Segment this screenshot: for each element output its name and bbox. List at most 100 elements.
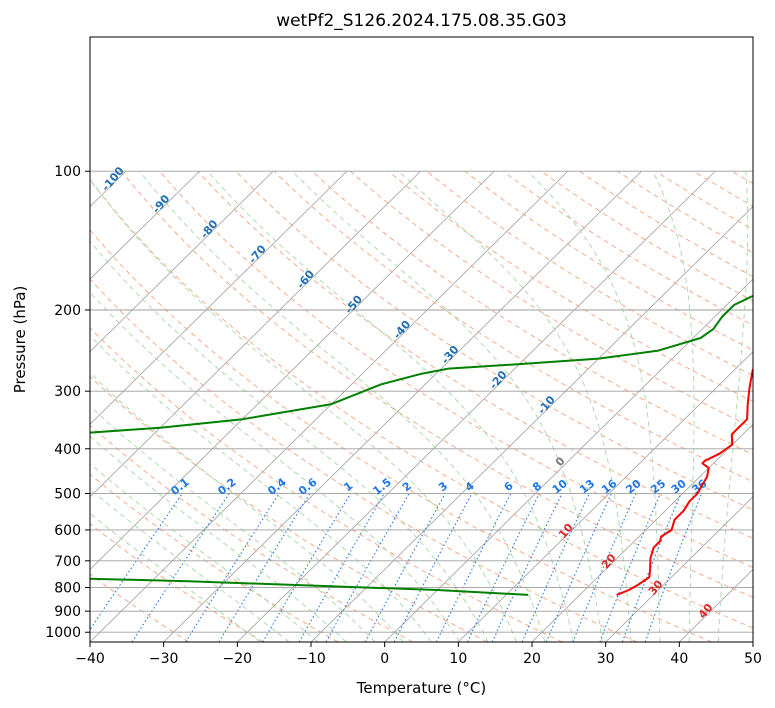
isotherm-line <box>90 170 274 353</box>
dry-adiabat-line <box>90 179 753 629</box>
y-tick-label: 100 <box>54 164 81 180</box>
isotherm-line <box>90 170 348 425</box>
y-tick-label: 600 <box>54 523 81 539</box>
isotherm-line <box>90 170 200 280</box>
isotherm-line <box>0 171 52 642</box>
isotherm-line <box>90 170 127 208</box>
pressure-gridlines <box>90 170 753 633</box>
dry-adiabat-label: -80 <box>198 217 221 241</box>
y-tick-label: 400 <box>54 442 81 458</box>
moist-adiabat-line <box>90 178 517 642</box>
dry-adiabat-label: -100 <box>99 164 127 194</box>
mixing-ratio-label: 1.5 <box>370 476 393 498</box>
dry-adiabat-label: 10 <box>556 521 576 541</box>
dry-adiabat-label: -90 <box>150 192 173 216</box>
moist-adiabat-line <box>90 463 319 642</box>
x-tick-label: −20 <box>223 651 253 667</box>
moist-adiabat-line <box>90 435 347 642</box>
x-axis-label: Temperature (°C) <box>356 679 486 697</box>
dry-adiabat-line <box>90 327 563 642</box>
dry-adiabat-line <box>770 171 775 642</box>
dry-adiabat-line <box>197 170 753 539</box>
moist-adiabat-line <box>90 240 489 642</box>
y-tick-label: 800 <box>54 581 81 597</box>
y-tick-label: 200 <box>54 303 81 319</box>
background-line-labels: 0.1 0.2 0.4 0.6 1 1.5 2 3 4 6 8 10 13 16 20 25 30 36-100-… <box>99 164 716 621</box>
temperature-profile-line <box>616 367 753 596</box>
dry-adiabat-line <box>273 170 753 483</box>
x-tick-label: 50 <box>744 651 762 667</box>
dry-adiabat-label: 30 <box>646 577 666 597</box>
sounding-profiles <box>90 294 753 596</box>
mixing-ratio-line <box>644 493 703 642</box>
moist-adiabat-line <box>527 170 661 642</box>
dry-adiabat-label: -30 <box>439 343 462 367</box>
moist-adiabat-line <box>652 171 695 642</box>
dry-adiabat-label: 0 <box>553 454 568 468</box>
dry-adiabat-line <box>90 523 264 642</box>
y-tick-label: 900 <box>54 604 81 620</box>
mixing-ratio-line <box>298 493 385 642</box>
mixing-ratio-line <box>572 493 637 642</box>
moist-adiabat-line <box>90 372 404 642</box>
mixing-ratio-line <box>131 493 230 642</box>
plot-frame <box>89 36 754 643</box>
dry-adiabat-line <box>579 170 753 278</box>
mixing-ratio-line <box>621 493 682 642</box>
moist-adiabat-line <box>90 512 261 642</box>
moist-adiabat-line <box>717 171 749 642</box>
dry-adiabat-label: 20 <box>599 551 619 571</box>
moist-adiabat-line <box>207 170 575 642</box>
mixing-ratio-line <box>185 493 280 642</box>
moist-adiabat-line <box>398 170 632 642</box>
dry-adiabat-line <box>655 170 753 231</box>
dry-adiabat-line <box>90 278 638 642</box>
dry-adiabat-line <box>350 170 753 429</box>
y-tick-label: 1000 <box>45 625 81 641</box>
dry-adiabat-label: -40 <box>391 318 414 342</box>
background-lines <box>0 170 775 642</box>
dry-adiabat-line <box>159 170 753 569</box>
dry-adiabat-label: -70 <box>246 242 269 266</box>
dry-adiabat-line <box>90 375 488 642</box>
y-axis-label: Pressure (hPa) <box>11 286 29 394</box>
mixing-ratio-line <box>262 493 352 642</box>
dry-adiabat-label: 40 <box>696 601 716 621</box>
mixing-ratio-line <box>491 493 563 642</box>
moist-adiabat-line <box>90 335 432 642</box>
isotherm-line <box>90 170 495 570</box>
x-tick-label: 30 <box>597 651 615 667</box>
moist-adiabat-line <box>90 405 376 642</box>
mixing-ratio-label: 1 <box>341 479 355 494</box>
mixing-ratio-line <box>467 493 540 642</box>
isotherm-line <box>605 496 753 642</box>
x-tick-label: −40 <box>75 651 105 667</box>
x-tick-label: 40 <box>670 651 688 667</box>
mixing-ratio-line <box>90 493 183 631</box>
mixing-ratio-line <box>364 493 446 642</box>
isotherm-line <box>163 170 642 642</box>
dry-adiabat-line <box>90 573 190 642</box>
moist-adiabat-line <box>90 488 290 642</box>
mixing-ratio-line <box>599 493 661 642</box>
mixing-ratio-label: 0.1 <box>168 476 191 498</box>
mixing-ratio-label: 3 <box>436 479 450 494</box>
x-tick-label: −10 <box>296 651 326 667</box>
x-tick-label: −30 <box>149 651 179 667</box>
chart-title: wetPf2_S126.2024.175.08.35.G03 <box>276 11 567 31</box>
dry-adiabat-line <box>311 170 753 455</box>
dry-adiabat-line <box>464 170 753 351</box>
dry-adiabat-line <box>90 424 414 642</box>
dry-adiabat-line <box>90 473 339 642</box>
isotherm-line <box>90 170 569 642</box>
y-tick-label: 700 <box>54 554 81 570</box>
mixing-ratio-line <box>545 493 612 642</box>
dry-adiabat-line <box>617 170 753 254</box>
dry-adiabat-line <box>693 170 753 207</box>
dry-adiabat-line <box>426 170 753 377</box>
dry-adiabat-line <box>90 229 712 642</box>
isotherm-line <box>237 170 716 642</box>
mixing-ratio-line <box>325 493 410 642</box>
x-axis: −40 −30 −20 −10 0 10 20 30 40 50 <box>75 642 762 667</box>
